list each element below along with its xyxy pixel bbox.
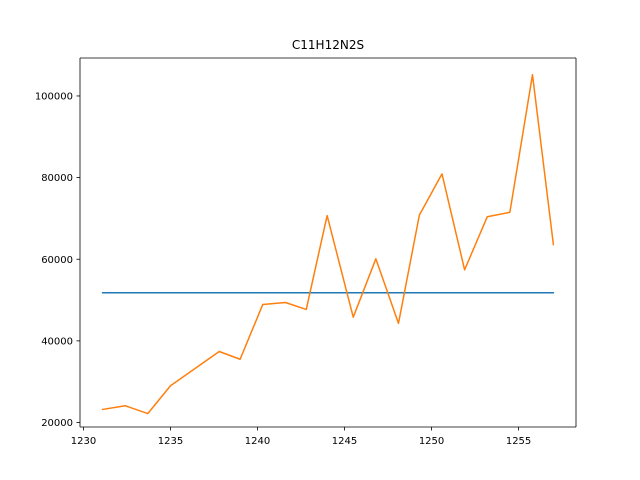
y-tick-label: 60000 bbox=[41, 255, 73, 266]
plot-background bbox=[80, 58, 576, 427]
x-tick-label: 1245 bbox=[332, 436, 357, 447]
x-tick-label: 1250 bbox=[419, 436, 444, 447]
y-tick-label: 20000 bbox=[41, 418, 73, 429]
y-tick-label: 40000 bbox=[41, 336, 73, 347]
x-tick-label: 1255 bbox=[506, 436, 531, 447]
chart-title: C11H12N2S bbox=[292, 38, 364, 52]
y-tick-label: 80000 bbox=[41, 173, 73, 184]
x-tick-label: 1240 bbox=[245, 436, 270, 447]
x-tick-label: 1230 bbox=[71, 436, 96, 447]
series-line-2 bbox=[101, 73, 555, 415]
x-tick-label: 1235 bbox=[158, 436, 183, 447]
plot-area bbox=[79, 57, 577, 428]
y-tick-label: 100000 bbox=[35, 92, 73, 103]
series-layer bbox=[101, 73, 555, 415]
y-axis: 20000 40000 60000 80000 100000 bbox=[35, 92, 80, 429]
x-axis: 1230 1235 1240 1245 1250 1255 bbox=[71, 427, 531, 447]
